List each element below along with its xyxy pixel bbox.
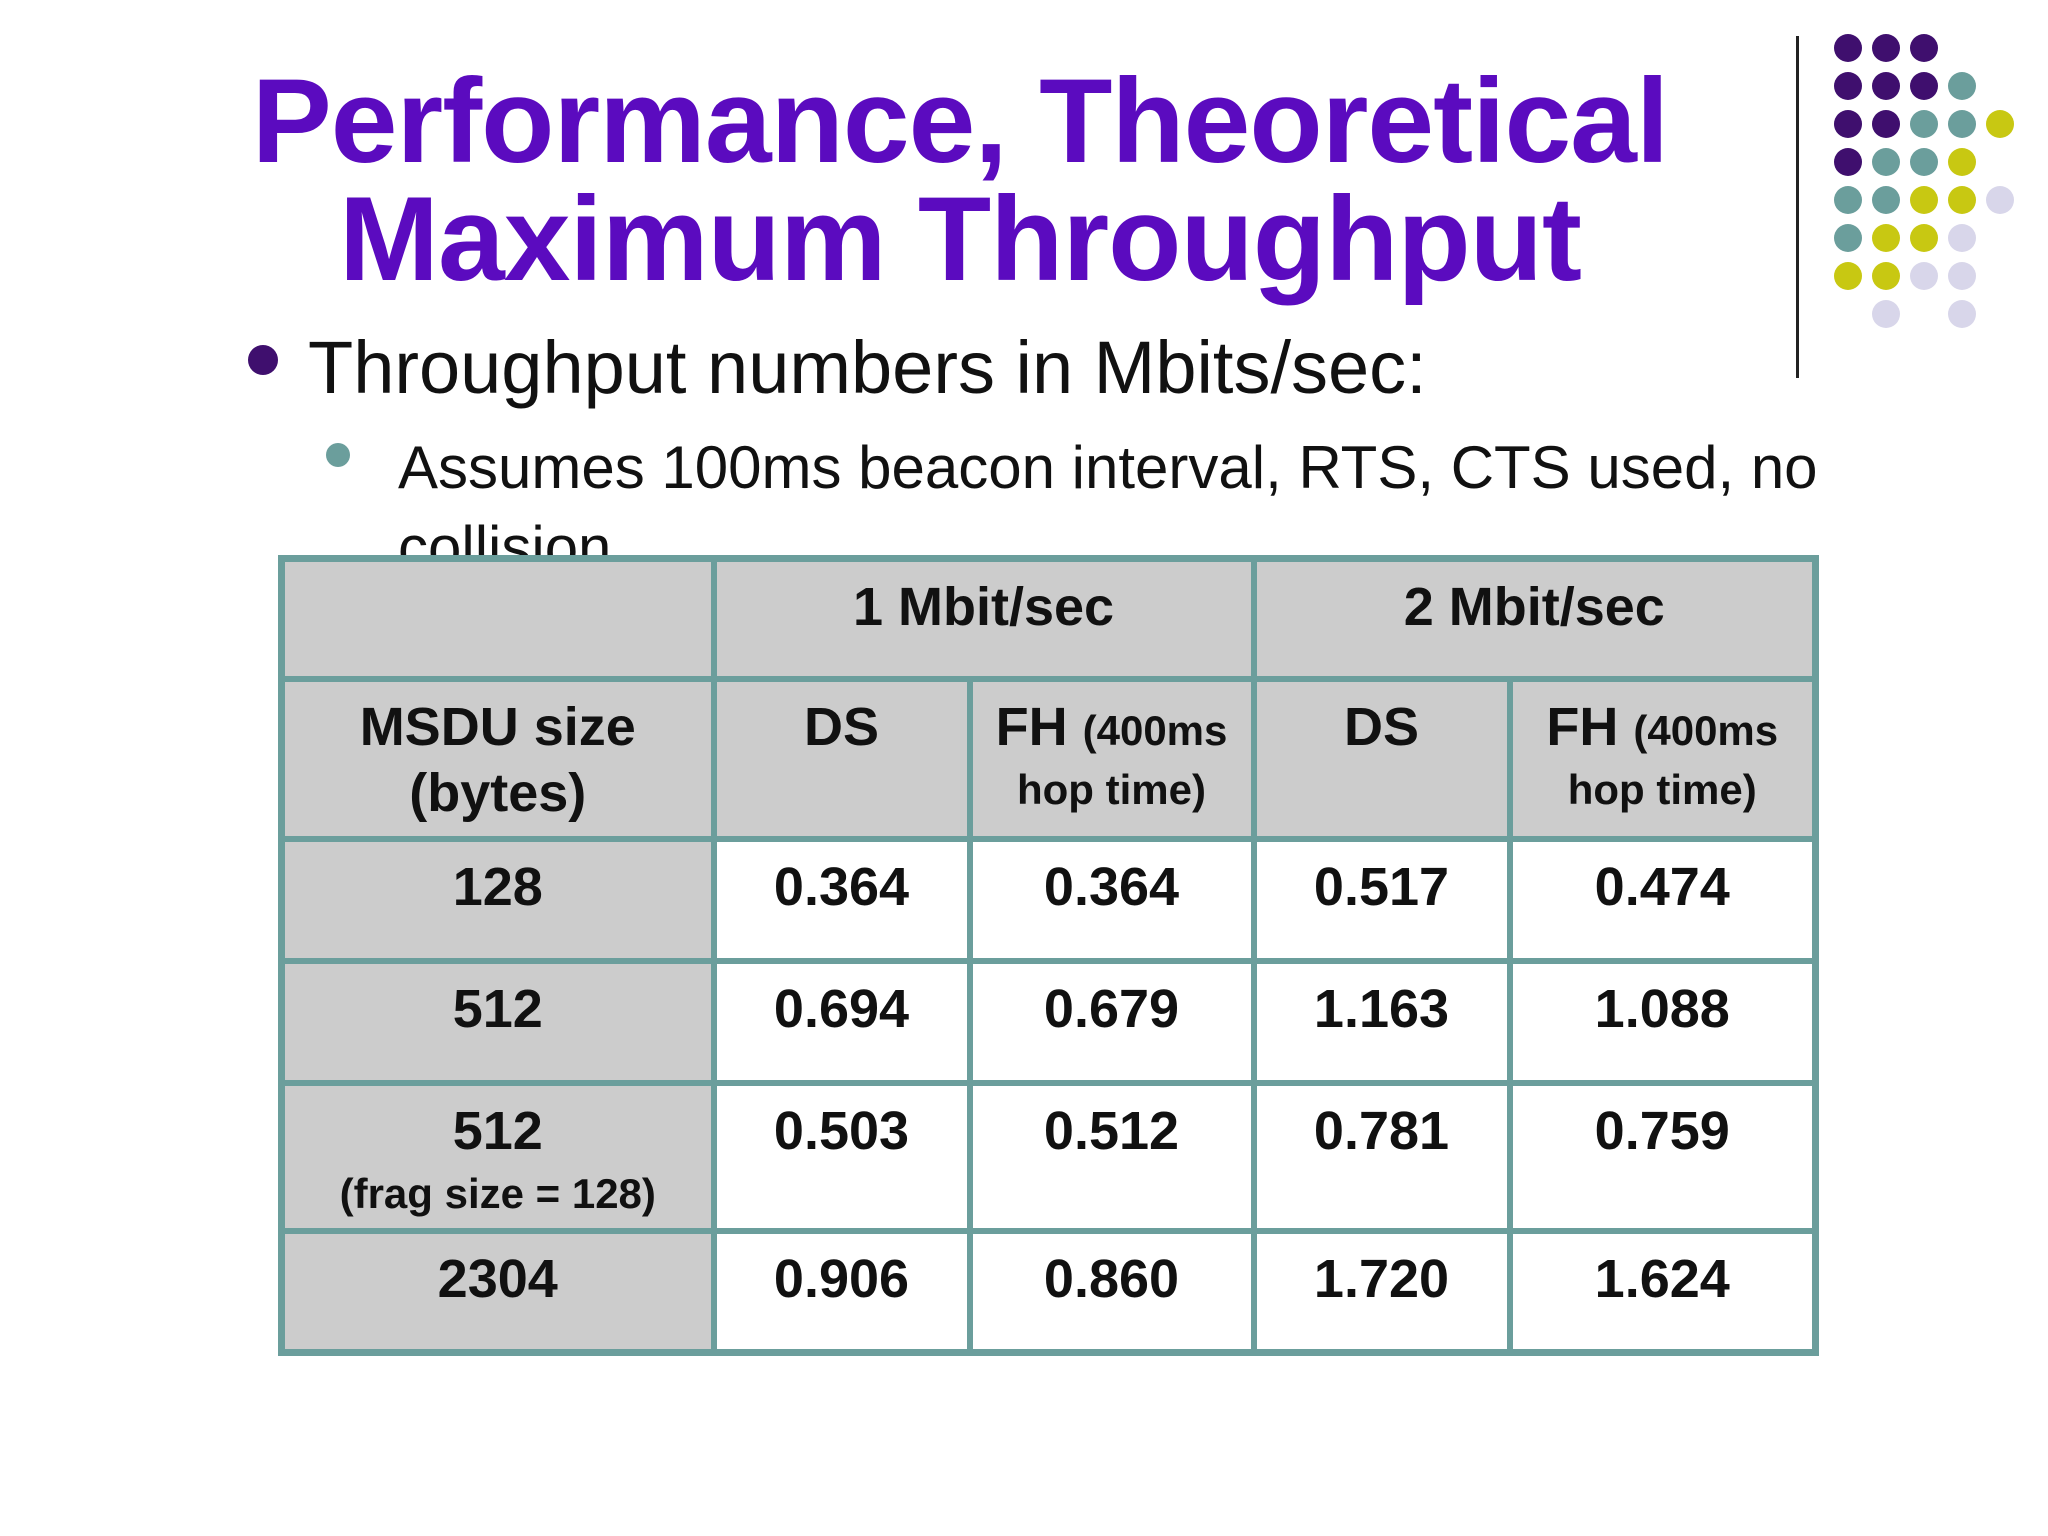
- table-row: 2304 0.906 0.860 1.720 1.624: [278, 1227, 1819, 1356]
- column-header-fh-2mbit: FH (400ms hop time): [1506, 675, 1819, 842]
- decor-dot: [1986, 110, 2014, 138]
- title-line-2: Maximum Throughput: [339, 172, 1582, 306]
- decor-dot: [1834, 262, 1862, 290]
- bullet-text: Throughput numbers in Mbits/sec:: [308, 326, 1427, 409]
- decor-dot: [1872, 72, 1900, 100]
- decor-dot: [1872, 148, 1900, 176]
- decor-dot: [1834, 110, 1862, 138]
- decorative-divider: [1796, 36, 1799, 378]
- decor-dot: [1910, 262, 1938, 290]
- column-header-fh-1mbit: FH (400ms hop time): [966, 675, 1257, 842]
- decor-dot: [1834, 72, 1862, 100]
- column-header-ds-2mbit: DS: [1250, 675, 1513, 842]
- decor-dot: [1986, 186, 2014, 214]
- decor-dot: [1834, 148, 1862, 176]
- value-cell: 1.163: [1250, 957, 1513, 1086]
- column-header-msdu-size: MSDU size (bytes): [278, 675, 717, 842]
- decor-dot: [1910, 148, 1938, 176]
- decor-dot: [1948, 110, 1976, 138]
- value-cell: 1.624: [1506, 1227, 1819, 1356]
- decor-dot: [1834, 224, 1862, 252]
- decor-dot: [1872, 224, 1900, 252]
- slide-title: Performance, Theoretical Maximum Through…: [190, 54, 1730, 306]
- decor-dot: [1948, 72, 1976, 100]
- table-row: 128 0.364 0.364 0.517 0.474: [278, 835, 1819, 964]
- group-header-2mbit: 2 Mbit/sec: [1250, 555, 1819, 682]
- column-header-ds-1mbit: DS: [710, 675, 973, 842]
- fh-note-part-2: hop time): [1017, 765, 1206, 813]
- sub-bullet-marker: [326, 443, 350, 467]
- bullet-marker: [248, 345, 278, 375]
- decor-dot: [1910, 224, 1938, 252]
- decor-dot: [1872, 110, 1900, 138]
- row-size-note: (frag size = 128): [339, 1169, 656, 1217]
- decor-dot: [1948, 186, 1976, 214]
- value-cell: 0.694: [710, 957, 973, 1086]
- row-size-cell: 2304: [278, 1227, 717, 1356]
- value-cell: 0.474: [1506, 835, 1819, 964]
- decor-dot: [1834, 34, 1862, 62]
- decor-dot: [1834, 186, 1862, 214]
- value-cell: 0.860: [966, 1227, 1257, 1356]
- value-cell: 0.512: [966, 1079, 1257, 1234]
- value-cell: 1.720: [1250, 1227, 1513, 1356]
- decor-dot: [1910, 34, 1938, 62]
- decor-dot: [1872, 34, 1900, 62]
- decor-dot: [1872, 186, 1900, 214]
- value-cell: 0.759: [1506, 1079, 1819, 1234]
- table-row: 512 0.694 0.679 1.163 1.088: [278, 957, 1819, 1086]
- value-cell: 0.517: [1250, 835, 1513, 964]
- value-cell: 0.503: [710, 1079, 973, 1234]
- table-corner-cell: [278, 555, 717, 682]
- value-cell: 0.679: [966, 957, 1257, 1086]
- group-header-1mbit: 1 Mbit/sec: [710, 555, 1257, 682]
- sub-bullet-text: Assumes 100ms beacon interval, RTS, CTS …: [398, 434, 1818, 558]
- fh-label: FH: [1546, 696, 1619, 757]
- value-cell: 0.781: [1250, 1079, 1513, 1234]
- fh-label: FH: [995, 696, 1068, 757]
- decor-dot: [1872, 262, 1900, 290]
- decor-dot: [1948, 224, 1976, 252]
- decor-dot: [1910, 110, 1938, 138]
- decor-dot: [1910, 186, 1938, 214]
- fh-note-part-2: hop time): [1567, 765, 1757, 813]
- row-size-cell: 128: [278, 835, 717, 964]
- value-cell: 0.906: [710, 1227, 973, 1356]
- row-size-value: 512: [452, 1100, 543, 1161]
- decor-dot: [1948, 148, 1976, 176]
- title-line-1: Performance, Theoretical: [251, 54, 1670, 188]
- value-cell: 0.364: [710, 835, 973, 964]
- msdu-header-line-2: (bytes): [409, 762, 587, 823]
- msdu-header-line-1: MSDU size: [359, 696, 636, 757]
- decor-dot: [1910, 72, 1938, 100]
- throughput-table: 1 Mbit/sec 2 Mbit/sec MSDU size (bytes) …: [278, 555, 1819, 1356]
- decor-dot: [1948, 300, 1976, 328]
- fh-note-part-1: (400ms: [1633, 706, 1779, 754]
- value-cell: 1.088: [1506, 957, 1819, 1086]
- decor-dot: [1872, 300, 1900, 328]
- row-size-cell: 512: [278, 957, 717, 1086]
- value-cell: 0.364: [966, 835, 1257, 964]
- row-size-cell: 512 (frag size = 128): [278, 1079, 717, 1234]
- fh-note-part-1: (400ms: [1082, 706, 1228, 754]
- decor-dot: [1948, 262, 1976, 290]
- table-row: 512 (frag size = 128) 0.503 0.512 0.781 …: [278, 1079, 1819, 1234]
